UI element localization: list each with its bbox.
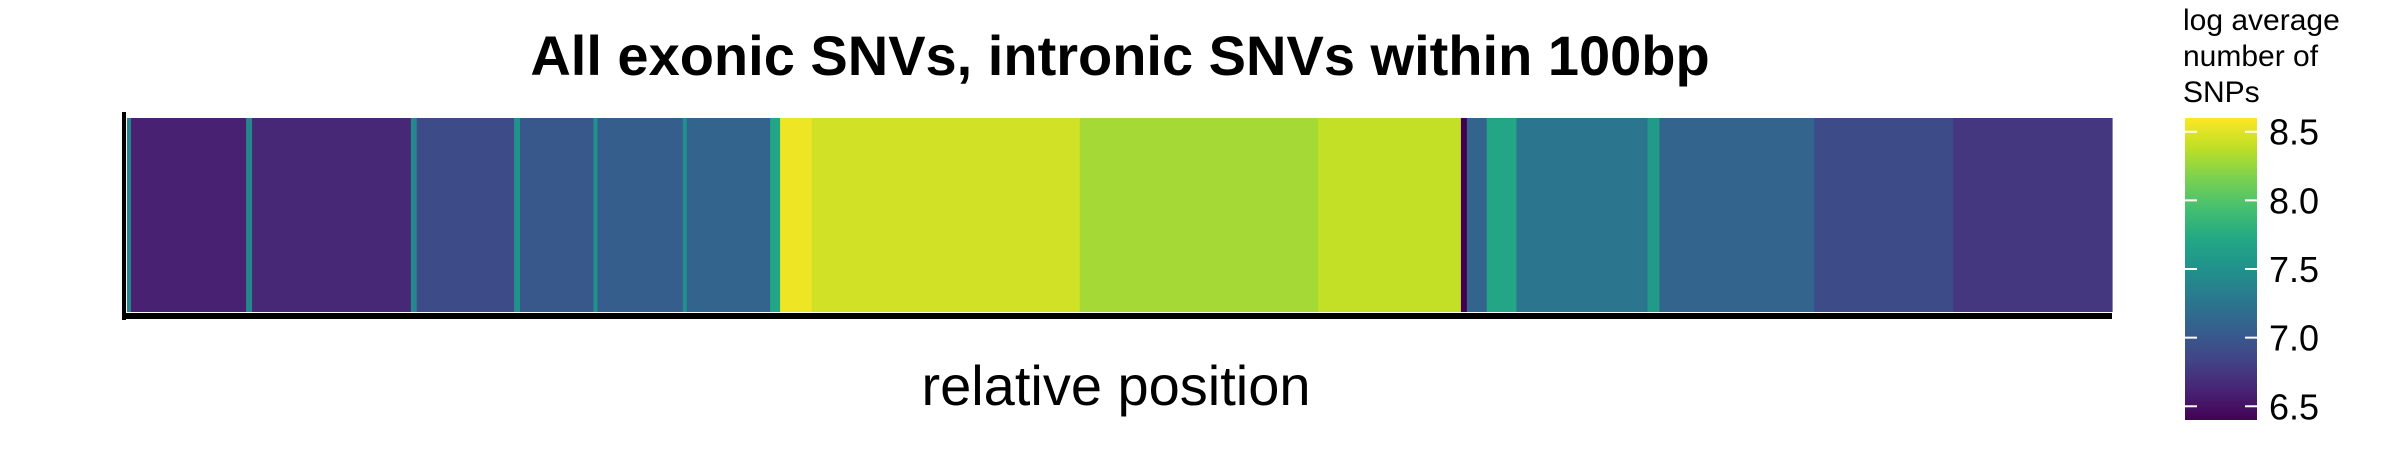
heatmap-cell-20 (1516, 118, 1649, 312)
heatmap-cell-23 (1814, 118, 1954, 312)
heatmap-cell-8 (593, 118, 599, 312)
heatmap-cells (127, 118, 2113, 312)
heatmap-cell-7 (520, 118, 595, 312)
heatmap-cell-2 (246, 118, 253, 312)
heatmap-cell-17 (1460, 118, 1468, 312)
x-axis-label: relative position (921, 354, 1310, 417)
heatmap-cell-6 (514, 118, 521, 312)
legend-tick-label-2: 7.5 (2269, 249, 2319, 290)
heatmap-cell-21 (1647, 118, 1661, 312)
legend-tick-label-0: 6.5 (2269, 386, 2319, 427)
legend-title-line-2: number of (2183, 40, 2319, 73)
heatmap-cell-18 (1466, 118, 1488, 312)
heatmap-cell-16 (1318, 118, 1462, 312)
heatmap-cell-24 (1953, 118, 2113, 312)
heatmap-cell-4 (410, 118, 418, 312)
heatmap-cell-5 (416, 118, 515, 312)
chart-title: All exonic SNVs, intronic SNVs within 10… (530, 24, 1709, 87)
legend: log average number of SNPs 6.5 7.0 7.5 8.0 8… (2183, 4, 2340, 427)
heatmap-cell-11 (686, 118, 771, 312)
legend-title-line-1: log average (2183, 4, 2340, 37)
legend-tick-label-4: 8.5 (2269, 112, 2319, 153)
heatmap-cell-10 (682, 118, 688, 312)
legend-tick-label-1: 7.0 (2269, 318, 2319, 359)
legend-tick-label-3: 8.0 (2269, 180, 2319, 221)
heatmap-cell-13 (780, 118, 813, 312)
legend-title-line-3: SNPs (2183, 76, 2260, 109)
heatmap-cell-3 (252, 118, 412, 312)
heatmap-cell-19 (1486, 118, 1518, 312)
heatmap-cell-9 (597, 118, 684, 312)
heatmap-cell-22 (1659, 118, 1815, 312)
heatmap-cell-1 (130, 118, 247, 312)
legend-ticks: 6.5 7.0 7.5 8.0 8.5 (2185, 112, 2319, 427)
heatmap-cell-15 (1079, 118, 1319, 312)
heatmap-cell-12 (770, 118, 781, 312)
heatmap-cell-14 (811, 118, 1081, 312)
heatmap-cell-0 (127, 118, 132, 312)
